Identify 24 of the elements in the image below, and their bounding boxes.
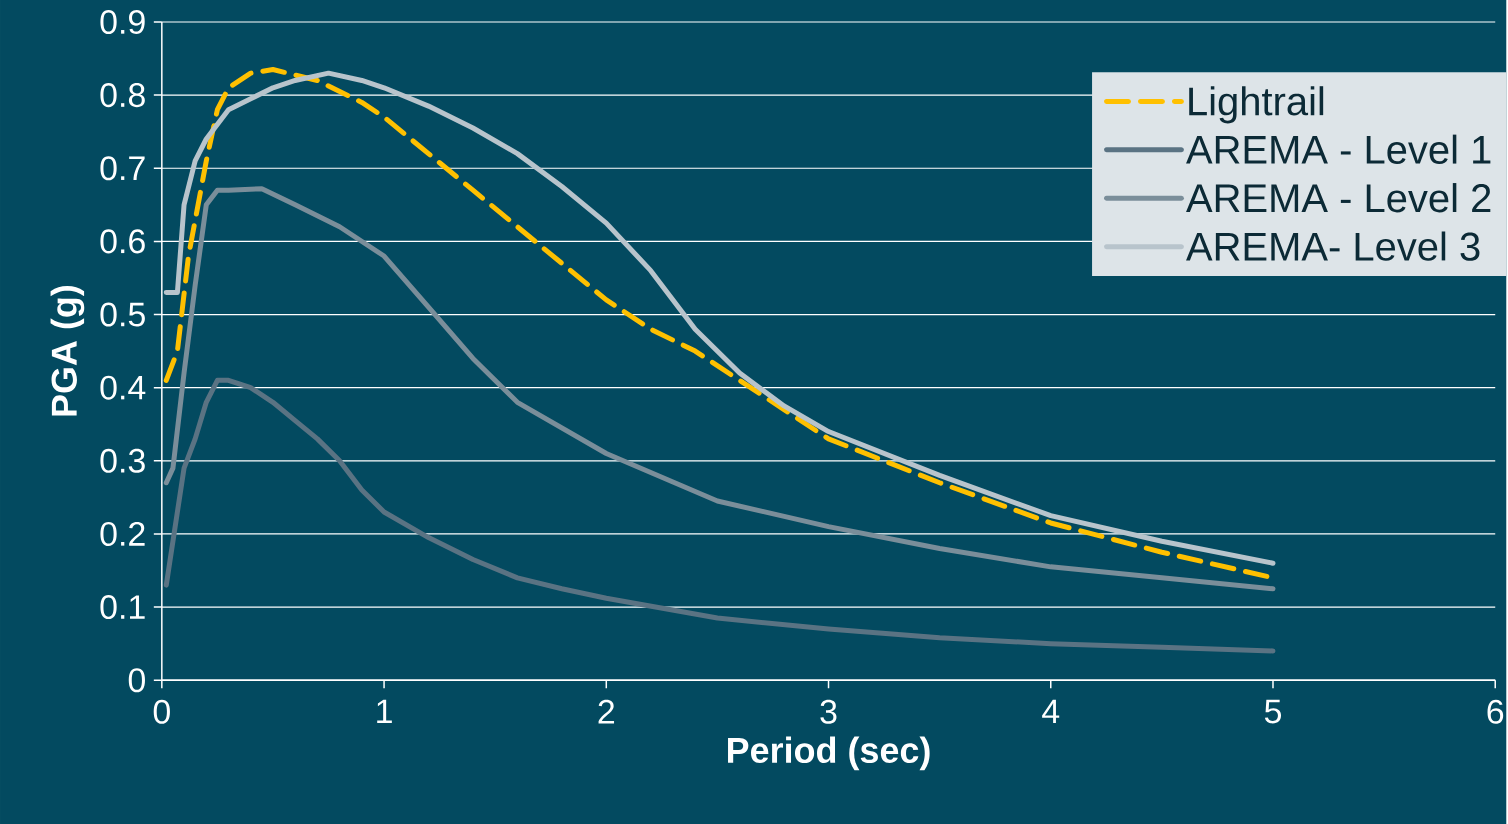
y-tick-label: 0.4 (100, 375, 146, 400)
y-tick-label: 0.9 (100, 9, 145, 34)
x-tick-label: 2 (598, 699, 615, 724)
y-tick-label: 0.2 (100, 521, 145, 546)
x-axis-title: Period (sec) (728, 736, 930, 771)
x-tick-label: 5 (1264, 699, 1282, 724)
legend-label: Lightrail (1189, 86, 1324, 124)
legend-label: AREMA- Level 3 (1186, 231, 1480, 261)
x-tick-label: 3 (820, 699, 837, 724)
y-tick-label: 0.7 (100, 156, 145, 181)
y-tick-label: 0.1 (100, 595, 145, 620)
x-tick-label: 1 (377, 699, 392, 724)
line-series (163, 377, 1276, 654)
legend-label: AREMA - Level 1 (1186, 134, 1491, 164)
y-tick-label: 0.5 (100, 302, 145, 327)
y-axis-title: PGA (g) (50, 285, 85, 416)
y-tick-label: 0.8 (100, 83, 145, 108)
y-tick-label: 0.3 (100, 448, 145, 473)
y-tick-label: 0 (128, 668, 145, 693)
y-tick-label: 0.6 (100, 229, 145, 254)
x-tick-label: 0 (153, 699, 170, 724)
legend-label: AREMA - Level 2 (1186, 183, 1491, 213)
x-tick-label: 6 (1487, 699, 1504, 724)
x-tick-label: 4 (1042, 699, 1060, 724)
